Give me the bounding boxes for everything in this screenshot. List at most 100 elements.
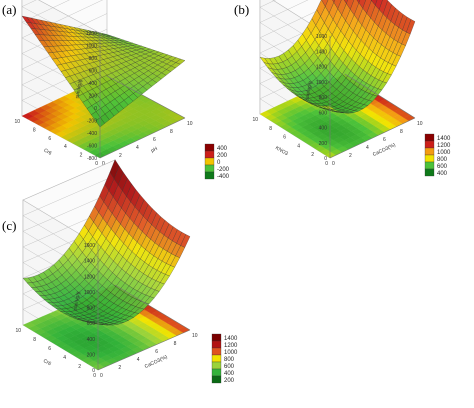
panel-c-z-tick-label: 400	[87, 337, 96, 343]
panel-a-z-tick-label: 800	[89, 56, 98, 62]
panel-b-surface-cell	[406, 19, 416, 35]
panel-b-legend-swatch	[424, 154, 435, 163]
panel-a-z-tick-label: -400	[87, 131, 97, 137]
panel-a-x-tick-label: 2	[119, 153, 122, 159]
panel-a-z-tick-label: 0	[94, 106, 97, 112]
panel-a-y-tick-label: 0	[95, 161, 98, 167]
panel-c-z-tick-label: 1200	[84, 274, 95, 280]
panel-label-b: (b)	[234, 2, 250, 17]
panel-a-y-axis-title: Cr6	[43, 148, 53, 157]
panel-b-z-tick-label: 200	[319, 141, 328, 147]
panel-a-z-tick-label: 400	[89, 81, 98, 87]
panel-a-legend-label: 0	[217, 160, 221, 166]
panel-c-y-axis-title: Cr6	[42, 358, 52, 367]
panel-b-z-tick-label: 1400	[316, 49, 327, 55]
panel-b-axis-line	[344, 73, 416, 119]
panel-b-legend-label: 600	[437, 164, 448, 170]
panel-c-x-tick-label: 10	[192, 333, 198, 339]
panel-a-z-tick-label: 600	[89, 69, 98, 75]
panel-a-y-tick-label: 2	[80, 153, 83, 159]
panel-a-z-tick-label: 1000	[86, 44, 97, 50]
panel-b-z-tick-label: 400	[319, 126, 328, 132]
panel-b-x-tick-label: 4	[366, 145, 369, 151]
panel-c-y-tick-label: 10	[15, 328, 21, 334]
panel-a-z-tick-label: 1200	[86, 31, 97, 37]
panel-c-legend-swatch	[211, 375, 222, 384]
panel-c-legend-label: 400	[224, 371, 235, 377]
panel-b-y-tick-label: 2	[311, 152, 314, 158]
panel-c-legend-label: 800	[224, 357, 235, 363]
panel-b-legend-label: 800	[437, 157, 448, 163]
panel-c-legend-swatch	[211, 368, 222, 377]
panel-b-legend-label: 1000	[437, 150, 451, 156]
panel-b-legend-label: 1200	[437, 143, 451, 149]
panel-c-legend-swatch	[211, 333, 222, 342]
panel-b-x-tick-label: 2	[349, 153, 352, 159]
panel-a-y-tick-label: 10	[14, 119, 20, 125]
panel-c-y-tick-label: 2	[78, 364, 81, 370]
panel-b-legend-swatch	[424, 161, 435, 170]
panel-a-legend-swatch	[204, 164, 215, 173]
panel-a-axis-line	[99, 117, 186, 159]
panel-b-surface-cell	[356, 0, 361, 4]
panel-b-z-tick-label: 1000	[316, 80, 327, 86]
panel-a-z-tick-label: 200	[89, 94, 98, 100]
panel-c-x-tick-label: 8	[174, 341, 177, 347]
panel-c-legend-label: 1400	[224, 336, 238, 342]
panel-b-surface-cell	[332, 0, 336, 3]
panel-c-z-tick-label: 0	[92, 368, 95, 374]
panel-a-z-axis-title: sue/ug/g	[74, 79, 83, 99]
panel-a-legend-label: -400	[217, 174, 230, 180]
panel-b-legend-swatch	[424, 147, 435, 156]
panel-b-x-tick-label: 0	[332, 161, 335, 167]
panel-b-y-tick-label: 4	[297, 143, 300, 149]
panel-c-axis-line	[97, 329, 191, 371]
panel-c-legend-label: 1000	[224, 350, 238, 356]
panel-a-x-tick-label: 0	[102, 161, 105, 167]
panel-b-legend-label: 1400	[437, 136, 451, 142]
panel-a-x-tick-label: 8	[170, 129, 173, 135]
panel-b-y-tick-label: 6	[283, 135, 286, 141]
panel-c-y-tick-label: 6	[48, 346, 51, 352]
panel-c-legend-label: 200	[224, 378, 235, 384]
panel-b-z-tick-label: 600	[319, 110, 328, 116]
panel-b-y-axis-title: KNO3	[274, 145, 289, 157]
panel-a-legend-swatch	[204, 171, 215, 180]
panel-b-y-tick-label: 0	[325, 161, 328, 167]
panel-b-y-tick-label: 10	[252, 117, 258, 123]
panel-a-legend-label: 400	[217, 146, 228, 152]
panel-b-surface-cell	[358, 0, 366, 9]
panel-c-x-tick-label: 0	[100, 373, 103, 379]
panel-a-x-tick-label: 10	[187, 121, 193, 127]
panel-a-y-tick-label: 6	[48, 136, 51, 142]
panel-b-z-tick-label: 0	[324, 156, 327, 162]
panel-b-axis-line	[329, 117, 416, 159]
panel-c-legend-swatch	[211, 354, 222, 363]
panel-label-c: (c)	[2, 218, 17, 233]
panel-c-x-axis-title: CaCO3(%)	[144, 354, 169, 370]
panel-c-y-tick-label: 8	[33, 337, 36, 343]
panel-c-surface-cell	[180, 234, 191, 248]
panel-b-x-axis-title: CaCO3(%)	[372, 142, 397, 158]
panel-a-legend-swatch	[204, 150, 215, 159]
panel-c-legend-swatch	[211, 340, 222, 349]
panel-b-legend-swatch	[424, 133, 435, 142]
panel-c-z-tick-label: 1400	[84, 259, 95, 265]
panel-c-z-tick-label: 1000	[84, 290, 95, 296]
panel-c-y-tick-label: 4	[63, 355, 66, 361]
panel-c-y-tick-label: 0	[93, 373, 96, 379]
panel-c-z-tick-label: 800	[87, 306, 96, 312]
panel-b-x-tick-label: 6	[383, 137, 386, 143]
panel-c-legend-swatch	[211, 347, 222, 356]
panel-a-z-tick-label: -600	[87, 144, 97, 150]
panel-b-surface-cell	[344, 0, 348, 4]
panel-a-legend-swatch	[204, 143, 215, 152]
panel-c-legend-label: 1200	[224, 343, 238, 349]
panel-a-surface-cell	[175, 58, 186, 65]
panel-c-legend-label: 600	[224, 364, 235, 370]
panel-b-legend-label: 400	[437, 171, 448, 177]
panel-b-z-tick-label: 1600	[316, 34, 327, 40]
panel-c-z-tick-label: 200	[87, 352, 96, 358]
panel-b-legend-swatch	[424, 140, 435, 149]
